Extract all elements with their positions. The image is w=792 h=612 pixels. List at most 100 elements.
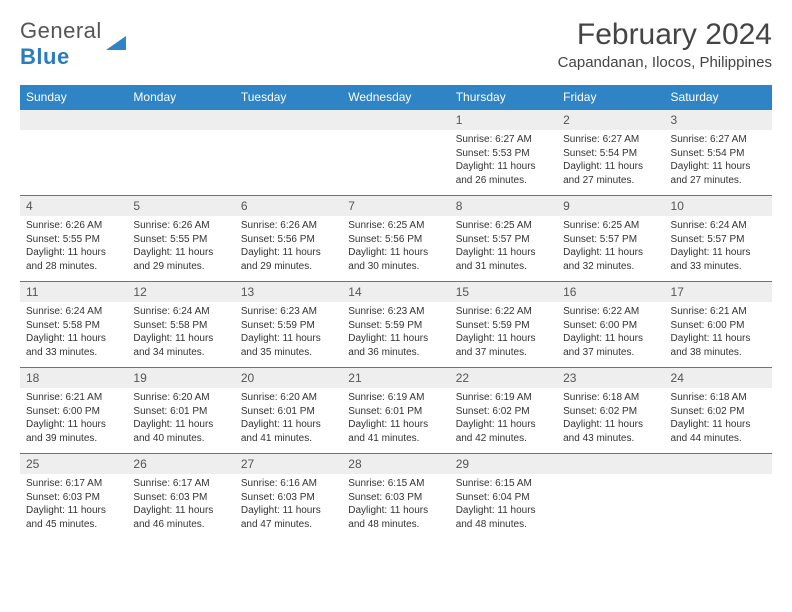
day-number-row: 11121314151617: [20, 282, 772, 303]
day-cell: Sunrise: 6:20 AMSunset: 6:01 PMDaylight:…: [127, 388, 234, 454]
day-number: 3: [665, 110, 772, 131]
daylight-text: and 38 minutes.: [671, 346, 766, 360]
sunrise-text: Sunrise: 6:18 AM: [671, 391, 766, 405]
day-cell: [342, 130, 449, 196]
daylight-text: Daylight: 11 hours: [563, 332, 658, 346]
weekday-header: Sunday: [20, 85, 127, 110]
sunset-text: Sunset: 6:01 PM: [241, 405, 336, 419]
daylight-text: Daylight: 11 hours: [241, 246, 336, 260]
day-number: [235, 110, 342, 131]
sunrise-text: Sunrise: 6:20 AM: [133, 391, 228, 405]
daylight-text: and 41 minutes.: [348, 432, 443, 446]
day-number-row: 123: [20, 110, 772, 131]
sunrise-text: Sunrise: 6:26 AM: [133, 219, 228, 233]
location: Capandanan, Ilocos, Philippines: [558, 54, 772, 71]
sunset-text: Sunset: 5:59 PM: [456, 319, 551, 333]
sunrise-text: Sunrise: 6:19 AM: [456, 391, 551, 405]
daylight-text: and 28 minutes.: [26, 260, 121, 274]
day-number-row: 45678910: [20, 196, 772, 217]
daylight-text: and 34 minutes.: [133, 346, 228, 360]
day-cell: [235, 130, 342, 196]
daylight-text: Daylight: 11 hours: [26, 504, 121, 518]
sunset-text: Sunset: 6:03 PM: [133, 491, 228, 505]
sunrise-text: Sunrise: 6:16 AM: [241, 477, 336, 491]
day-number: 1: [450, 110, 557, 131]
daylight-text: and 33 minutes.: [26, 346, 121, 360]
daylight-text: Daylight: 11 hours: [133, 418, 228, 432]
day-cell: Sunrise: 6:24 AMSunset: 5:58 PMDaylight:…: [127, 302, 234, 368]
day-cell: Sunrise: 6:18 AMSunset: 6:02 PMDaylight:…: [557, 388, 664, 454]
sunrise-text: Sunrise: 6:21 AM: [671, 305, 766, 319]
day-number: 19: [127, 368, 234, 389]
daylight-text: Daylight: 11 hours: [348, 504, 443, 518]
day-cell: Sunrise: 6:26 AMSunset: 5:55 PMDaylight:…: [20, 216, 127, 282]
daylight-text: Daylight: 11 hours: [26, 332, 121, 346]
day-number: 14: [342, 282, 449, 303]
sunset-text: Sunset: 5:59 PM: [348, 319, 443, 333]
sunset-text: Sunset: 5:56 PM: [348, 233, 443, 247]
title-block: February 2024 Capandanan, Ilocos, Philip…: [558, 18, 772, 71]
sunrise-text: Sunrise: 6:27 AM: [456, 133, 551, 147]
day-number: 22: [450, 368, 557, 389]
day-cell: Sunrise: 6:17 AMSunset: 6:03 PMDaylight:…: [127, 474, 234, 539]
sunset-text: Sunset: 6:03 PM: [26, 491, 121, 505]
sunrise-text: Sunrise: 6:25 AM: [348, 219, 443, 233]
day-cell: Sunrise: 6:18 AMSunset: 6:02 PMDaylight:…: [665, 388, 772, 454]
day-number: 29: [450, 454, 557, 475]
daylight-text: Daylight: 11 hours: [456, 418, 551, 432]
day-number: [127, 110, 234, 131]
logo-text-2: Blue: [20, 44, 70, 69]
sunrise-text: Sunrise: 6:22 AM: [456, 305, 551, 319]
sunset-text: Sunset: 6:00 PM: [26, 405, 121, 419]
daylight-text: Daylight: 11 hours: [671, 246, 766, 260]
day-number: 7: [342, 196, 449, 217]
day-number: 15: [450, 282, 557, 303]
weekday-header: Saturday: [665, 85, 772, 110]
day-number: 21: [342, 368, 449, 389]
day-number: 13: [235, 282, 342, 303]
daylight-text: Daylight: 11 hours: [456, 504, 551, 518]
logo-triangle-icon: [106, 34, 126, 54]
day-number: 18: [20, 368, 127, 389]
daylight-text: Daylight: 11 hours: [671, 332, 766, 346]
sunrise-text: Sunrise: 6:20 AM: [241, 391, 336, 405]
daylight-text: Daylight: 11 hours: [133, 332, 228, 346]
day-cell: Sunrise: 6:23 AMSunset: 5:59 PMDaylight:…: [235, 302, 342, 368]
daylight-text: Daylight: 11 hours: [241, 418, 336, 432]
day-number: 2: [557, 110, 664, 131]
day-cell: Sunrise: 6:27 AMSunset: 5:53 PMDaylight:…: [450, 130, 557, 196]
day-number-row: 2526272829: [20, 454, 772, 475]
daylight-text: and 33 minutes.: [671, 260, 766, 274]
day-number: [342, 110, 449, 131]
day-cell: Sunrise: 6:24 AMSunset: 5:57 PMDaylight:…: [665, 216, 772, 282]
sunset-text: Sunset: 5:54 PM: [671, 147, 766, 161]
sunset-text: Sunset: 6:03 PM: [348, 491, 443, 505]
sunrise-text: Sunrise: 6:25 AM: [563, 219, 658, 233]
day-number: 5: [127, 196, 234, 217]
sunrise-text: Sunrise: 6:21 AM: [26, 391, 121, 405]
day-number: 10: [665, 196, 772, 217]
daylight-text: and 41 minutes.: [241, 432, 336, 446]
daylight-text: and 48 minutes.: [456, 518, 551, 532]
day-number: 26: [127, 454, 234, 475]
sunset-text: Sunset: 5:54 PM: [563, 147, 658, 161]
page-title: February 2024: [558, 18, 772, 52]
day-number: 20: [235, 368, 342, 389]
day-cell: Sunrise: 6:26 AMSunset: 5:55 PMDaylight:…: [127, 216, 234, 282]
sunset-text: Sunset: 6:01 PM: [348, 405, 443, 419]
daylight-text: and 27 minutes.: [563, 174, 658, 188]
daylight-text: and 40 minutes.: [133, 432, 228, 446]
sunset-text: Sunset: 5:55 PM: [133, 233, 228, 247]
sunrise-text: Sunrise: 6:19 AM: [348, 391, 443, 405]
daylight-text: Daylight: 11 hours: [348, 332, 443, 346]
sunrise-text: Sunrise: 6:24 AM: [671, 219, 766, 233]
sunset-text: Sunset: 6:04 PM: [456, 491, 551, 505]
sunrise-text: Sunrise: 6:17 AM: [26, 477, 121, 491]
weekday-header-row: Sunday Monday Tuesday Wednesday Thursday…: [20, 85, 772, 110]
daylight-text: and 37 minutes.: [456, 346, 551, 360]
day-number: 27: [235, 454, 342, 475]
daylight-text: Daylight: 11 hours: [671, 160, 766, 174]
daylight-text: and 48 minutes.: [348, 518, 443, 532]
sunrise-text: Sunrise: 6:26 AM: [241, 219, 336, 233]
sunrise-text: Sunrise: 6:17 AM: [133, 477, 228, 491]
